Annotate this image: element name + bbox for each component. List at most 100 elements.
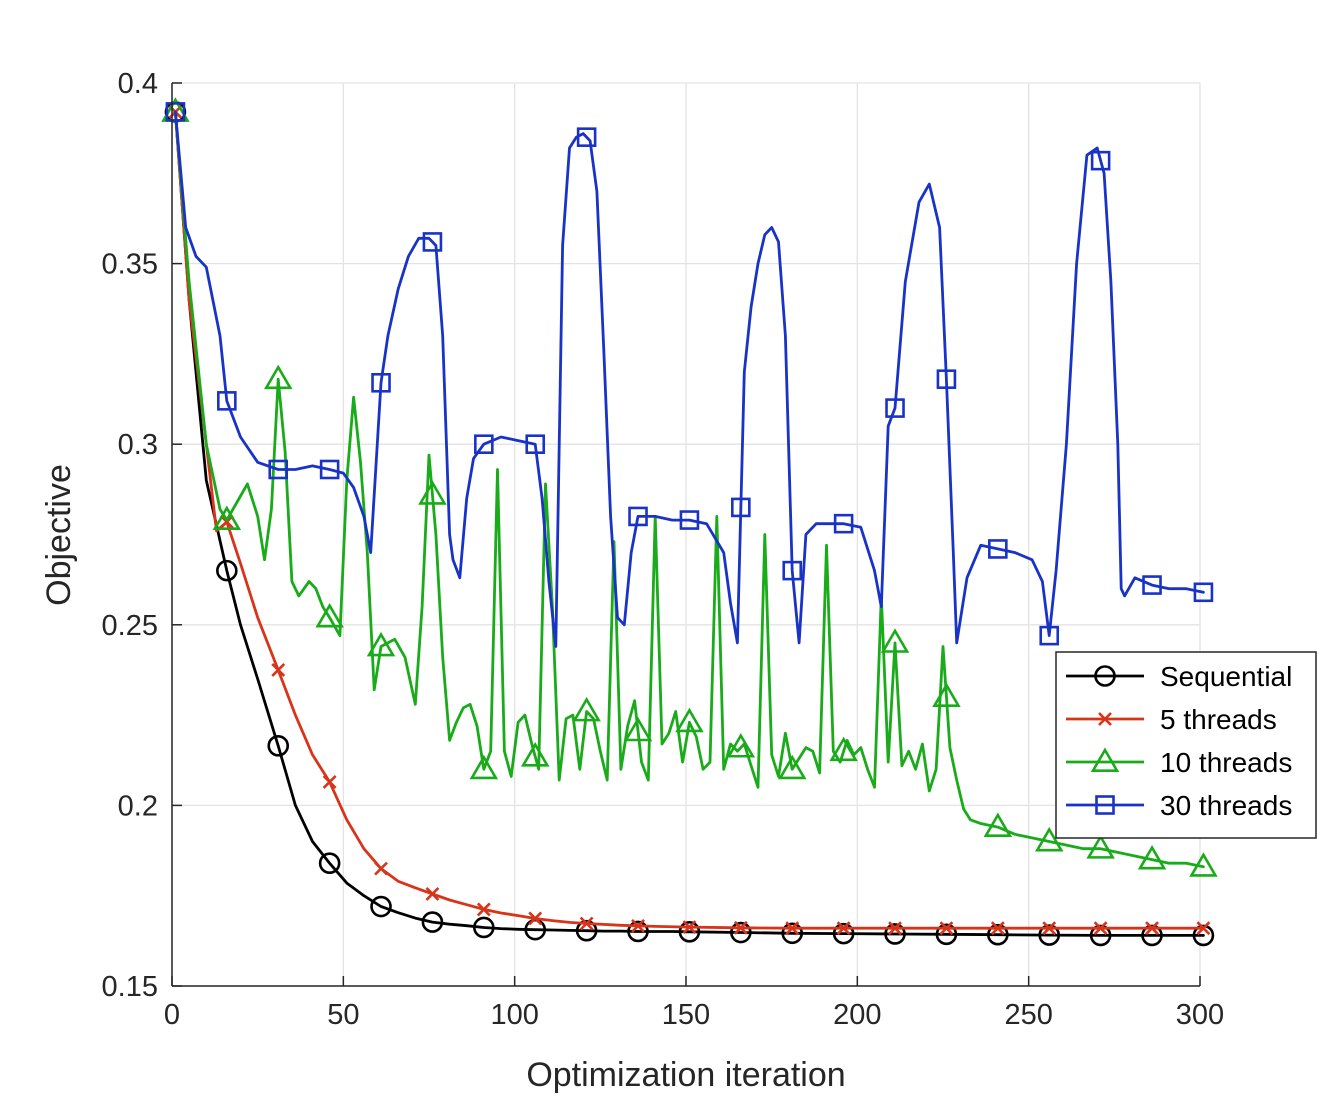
y-tick-label: 0.15 bbox=[102, 971, 158, 1003]
data-point-sequential bbox=[575, 919, 598, 942]
data-point-sequential bbox=[1089, 924, 1112, 947]
data-point-5-threads bbox=[219, 514, 234, 529]
axes bbox=[171, 82, 1201, 987]
data-point-sequential bbox=[935, 923, 958, 946]
data-point-30-threads bbox=[576, 127, 597, 147]
data-point-30-threads bbox=[268, 459, 289, 480]
data-point-10-threads bbox=[983, 812, 1013, 838]
data-point-30-threads bbox=[165, 102, 186, 122]
data-point-sequential bbox=[627, 920, 649, 943]
data-point-10-threads bbox=[726, 733, 756, 758]
series-line-10-threads bbox=[174, 110, 1205, 869]
data-point-10-threads bbox=[572, 696, 601, 722]
tick-labels: 0 50 100 150 200 250 300 0.15 0.2 0.25 0.3 0.35 0.4 bbox=[102, 68, 1225, 1031]
data-point-10-threads bbox=[932, 682, 961, 707]
legend-marker-10-threads bbox=[1090, 747, 1120, 772]
data-point-10-threads bbox=[1189, 852, 1218, 877]
data-point-30-threads bbox=[988, 539, 1008, 559]
data-point-30-threads bbox=[731, 497, 751, 518]
data-point-5-threads bbox=[631, 918, 645, 933]
x-tick-label: 0 bbox=[164, 999, 180, 1031]
data-point-sequential bbox=[1141, 924, 1163, 947]
x-tick-label: 300 bbox=[1176, 999, 1224, 1031]
data-point-30-threads bbox=[525, 434, 546, 455]
y-tick-label: 0.35 bbox=[102, 249, 158, 281]
data-point-30-threads bbox=[782, 560, 803, 581]
data-point-sequential bbox=[318, 852, 341, 874]
data-point-30-threads bbox=[679, 510, 700, 530]
data-point-10-threads bbox=[623, 716, 653, 742]
data-point-5-threads bbox=[939, 921, 954, 936]
legend-label-30-threads: 30 threads bbox=[1160, 790, 1292, 821]
data-point-10-threads bbox=[212, 505, 242, 530]
legend-label-sequential: Sequential bbox=[1160, 661, 1292, 692]
data-point-30-threads bbox=[422, 232, 443, 252]
data-point-5-threads bbox=[836, 921, 851, 936]
data-point-10-threads bbox=[469, 754, 499, 780]
data-point-30-threads bbox=[319, 459, 340, 480]
data-point-30-threads bbox=[885, 398, 905, 418]
data-point-sequential bbox=[370, 895, 392, 918]
x-tick-label: 100 bbox=[490, 999, 538, 1031]
data-point-sequential bbox=[1038, 924, 1061, 946]
data-point-5-threads bbox=[682, 920, 697, 935]
legend-marker-30-threads bbox=[1095, 795, 1115, 815]
data-point-30-threads bbox=[628, 506, 648, 527]
y-tick-label: 0.4 bbox=[118, 68, 158, 100]
x-tick-label: 50 bbox=[327, 999, 359, 1031]
data-point-10-threads bbox=[418, 480, 447, 505]
data-point-sequential bbox=[216, 559, 238, 582]
legend-label-5-threads: 5 threads bbox=[1160, 704, 1277, 735]
series-layer bbox=[161, 97, 1218, 947]
grid bbox=[171, 82, 1201, 987]
data-point-sequential bbox=[781, 922, 804, 945]
data-point-5-threads bbox=[579, 916, 594, 931]
data-point-5-threads bbox=[1042, 921, 1057, 936]
data-point-sequential bbox=[267, 735, 290, 757]
data-point-30-threads bbox=[217, 391, 237, 411]
data-point-30-threads bbox=[1142, 575, 1162, 595]
y-tick-label: 0.25 bbox=[102, 610, 158, 642]
x-tick-label: 200 bbox=[833, 999, 881, 1031]
data-point-5-threads bbox=[1093, 921, 1108, 936]
data-point-5-threads bbox=[785, 921, 800, 936]
data-point-10-threads bbox=[520, 742, 550, 767]
y-tick-label: 0.2 bbox=[118, 790, 158, 822]
data-point-5-threads bbox=[271, 663, 286, 677]
x-tick-label: 250 bbox=[1004, 999, 1052, 1031]
series-line-sequential bbox=[174, 110, 1205, 937]
data-point-5-threads bbox=[1196, 921, 1211, 936]
legend-marker-5-threads bbox=[1098, 712, 1112, 726]
data-point-10-threads bbox=[1137, 844, 1167, 870]
data-point-30-threads bbox=[936, 369, 957, 389]
x-axis-title: Optimization iteration bbox=[526, 1056, 845, 1094]
data-point-5-threads bbox=[374, 861, 388, 876]
data-point-5-threads bbox=[476, 902, 491, 917]
data-point-sequential bbox=[987, 923, 1009, 946]
data-point-sequential bbox=[473, 916, 495, 939]
data-point-30-threads bbox=[371, 372, 391, 393]
data-point-30-threads bbox=[474, 434, 494, 455]
data-point-10-threads bbox=[315, 602, 344, 628]
data-point-5-threads bbox=[528, 911, 543, 926]
data-point-sequential bbox=[832, 922, 855, 945]
data-point-30-threads bbox=[1193, 582, 1214, 603]
data-point-30-threads bbox=[1090, 150, 1111, 171]
data-point-10-threads bbox=[1086, 834, 1115, 859]
legend-marker-sequential bbox=[1094, 665, 1116, 687]
data-point-10-threads bbox=[880, 628, 910, 653]
series-30-threads bbox=[165, 102, 1214, 648]
data-point-sequential bbox=[884, 923, 906, 945]
x-tick-label: 150 bbox=[662, 999, 710, 1031]
data-point-5-threads bbox=[733, 920, 748, 935]
series-sequential bbox=[164, 101, 1215, 947]
data-point-sequential bbox=[421, 911, 444, 933]
data-point-5-threads bbox=[888, 921, 902, 936]
data-point-10-threads bbox=[366, 631, 396, 657]
data-point-30-threads bbox=[833, 513, 854, 534]
data-point-5-threads bbox=[322, 775, 337, 789]
data-point-sequential bbox=[1192, 924, 1215, 947]
data-point-10-threads bbox=[263, 364, 293, 390]
